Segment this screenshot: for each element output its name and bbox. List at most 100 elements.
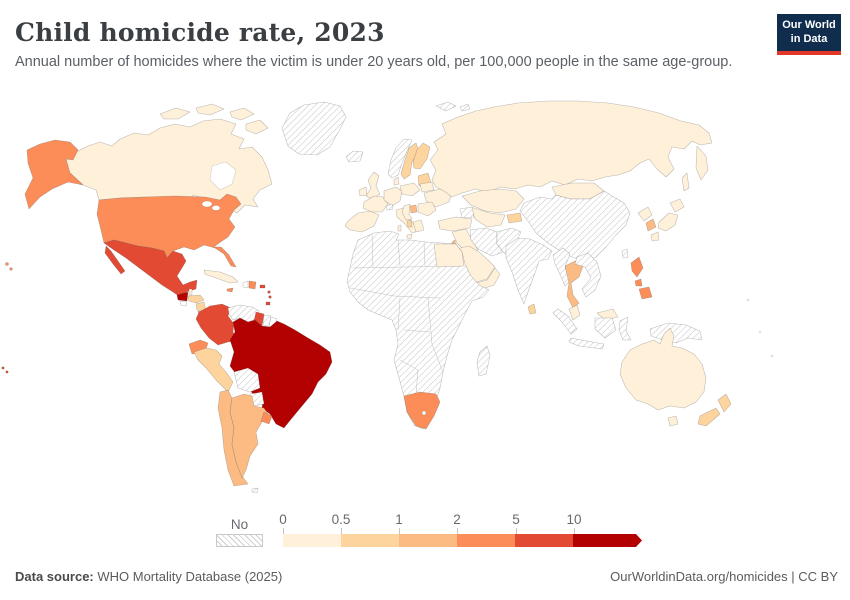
legend-segment-4[interactable] xyxy=(515,534,573,547)
country-honduras[interactable] xyxy=(187,294,205,304)
country-svalbard[interactable] xyxy=(435,101,471,112)
country-central-asia[interactable] xyxy=(470,206,506,228)
country-south-korea[interactable] xyxy=(645,218,657,232)
country-finland[interactable] xyxy=(412,142,431,170)
country-japan[interactable] xyxy=(650,198,685,242)
country-ireland[interactable] xyxy=(358,186,368,197)
data-source-text: WHO Mortality Database (2025) xyxy=(93,569,283,584)
country-hawaii[interactable] xyxy=(5,262,13,271)
country-france[interactable] xyxy=(362,195,389,213)
great-lakes xyxy=(201,200,213,208)
legend-tick-label-1: 0.5 xyxy=(331,512,351,527)
country-north-korea[interactable] xyxy=(637,206,653,222)
country-cuba[interactable] xyxy=(203,269,239,284)
legend-color-bar xyxy=(283,534,642,547)
legend-segment-1[interactable] xyxy=(341,534,399,547)
legend-segment-0[interactable] xyxy=(283,534,341,547)
country-greenland[interactable] xyxy=(281,101,347,156)
legend-segment-5[interactable] xyxy=(573,534,631,547)
country-new-guinea[interactable] xyxy=(649,322,703,344)
legend-no-data-swatch[interactable] xyxy=(216,534,263,547)
country-puerto-rico[interactable] xyxy=(259,284,266,289)
country-sakhalin[interactable] xyxy=(681,172,690,192)
country-iberia[interactable] xyxy=(344,210,380,233)
country-madagascar[interactable] xyxy=(476,345,491,377)
country-central-europe[interactable] xyxy=(383,186,403,207)
legend-segment-3[interactable] xyxy=(457,534,515,547)
country-turkey[interactable] xyxy=(437,216,473,232)
chart-footer: Data source: WHO Mortality Database (202… xyxy=(15,569,838,584)
data-source: Data source: WHO Mortality Database (202… xyxy=(15,569,282,584)
country-lesser-antilles[interactable] xyxy=(267,290,272,299)
country-china[interactable] xyxy=(519,190,631,262)
country-russia[interactable] xyxy=(429,100,713,198)
country-belarus[interactable] xyxy=(419,181,435,193)
country-fiji[interactable] xyxy=(1,366,9,374)
legend-tick-label-0: 0 xyxy=(279,512,287,527)
legend-segment-2[interactable] xyxy=(399,534,457,547)
country-trinidad[interactable] xyxy=(265,301,271,306)
country-new-zealand[interactable] xyxy=(697,393,732,427)
country-indonesia[interactable] xyxy=(552,308,632,350)
country-lesotho[interactable] xyxy=(421,410,427,416)
country-jamaica[interactable] xyxy=(226,287,234,293)
legend-tick-label-5: 10 xyxy=(566,512,582,527)
legend-tick-label-2: 1 xyxy=(395,512,403,527)
country-serbia[interactable] xyxy=(409,204,418,214)
country-venezuela[interactable] xyxy=(227,304,260,323)
country-thailand[interactable] xyxy=(564,260,584,309)
canada-arctic-islands[interactable] xyxy=(159,103,269,135)
legend-tick-label-4: 5 xyxy=(512,512,520,527)
country-taiwan[interactable] xyxy=(621,248,629,259)
country-malaysia[interactable] xyxy=(568,304,619,321)
country-italy-sardinia[interactable] xyxy=(397,224,402,232)
country-iraq-syria[interactable] xyxy=(451,228,479,253)
country-denmark[interactable] xyxy=(393,176,400,186)
owid-url-link[interactable]: OurWorldinData.org/homicides | CC BY xyxy=(610,569,838,584)
country-kazakhstan[interactable] xyxy=(461,188,525,214)
pacific-small-islands xyxy=(746,298,774,358)
legend-tick-label-3: 2 xyxy=(453,512,461,527)
country-egypt[interactable] xyxy=(433,243,465,268)
country-el-salvador[interactable] xyxy=(179,300,188,307)
country-sri-lanka[interactable] xyxy=(527,303,537,315)
country-belize[interactable] xyxy=(188,288,193,296)
country-uruguay[interactable] xyxy=(260,411,273,425)
country-peru[interactable] xyxy=(193,347,234,393)
chart-subtitle: Annual number of homicides where the vic… xyxy=(15,54,733,70)
country-dominican-republic[interactable] xyxy=(248,280,257,290)
country-south-africa[interactable] xyxy=(403,391,441,430)
country-caucasus[interactable] xyxy=(459,206,475,219)
country-falkland-islands[interactable] xyxy=(251,487,259,494)
world-map xyxy=(1,100,774,494)
country-guatemala[interactable] xyxy=(176,291,189,302)
country-uk[interactable] xyxy=(365,171,381,200)
map-legend: No data 0 0.5 1 2 5 10 xyxy=(0,512,850,556)
data-source-label: Data source: xyxy=(15,569,94,584)
country-iceland[interactable] xyxy=(345,150,364,163)
country-philippines[interactable] xyxy=(630,256,653,300)
country-argentina[interactable] xyxy=(229,393,269,479)
country-tasmania[interactable] xyxy=(667,415,679,427)
country-australia[interactable] xyxy=(619,327,707,411)
country-kyrgyzstan[interactable] xyxy=(506,212,523,224)
country-haiti[interactable] xyxy=(242,280,249,289)
country-norway[interactable] xyxy=(387,138,413,179)
country-mexico[interactable] xyxy=(103,239,198,298)
country-albania[interactable] xyxy=(406,219,413,228)
country-bolivia[interactable] xyxy=(233,367,261,393)
country-romania-bulgaria[interactable] xyxy=(417,201,437,217)
owid-logo[interactable]: Our World in Data xyxy=(777,14,841,55)
legend-arrow xyxy=(631,534,642,547)
country-poland[interactable] xyxy=(399,182,421,197)
country-greece[interactable] xyxy=(412,219,425,233)
country-west-balkans[interactable] xyxy=(401,203,413,221)
africa-internal-borders xyxy=(349,233,463,395)
country-switzerland[interactable] xyxy=(385,203,394,211)
country-indochina[interactable] xyxy=(574,252,602,298)
country-mexico-baja[interactable] xyxy=(104,245,126,275)
country-india[interactable] xyxy=(505,237,553,305)
country-alaska[interactable] xyxy=(24,139,84,210)
country-italy-sicily[interactable] xyxy=(406,233,413,240)
